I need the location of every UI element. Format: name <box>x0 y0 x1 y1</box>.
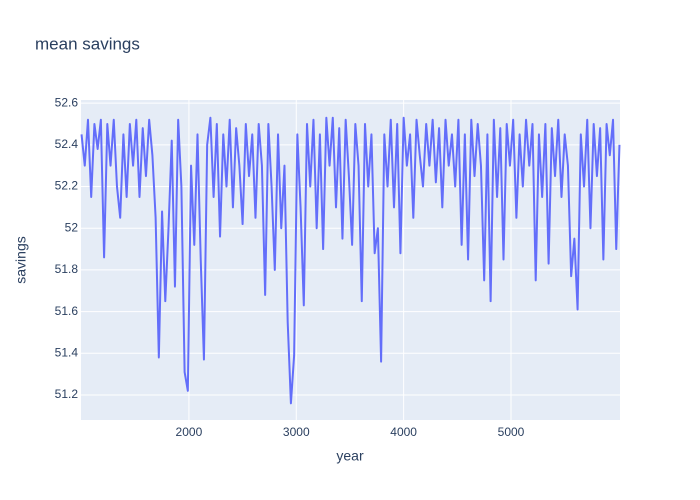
y-tick-label: 51.2 <box>55 387 79 401</box>
y-tick-label: 51.6 <box>55 304 79 318</box>
chart-title: mean savings <box>35 34 140 53</box>
x-tick-label: 2000 <box>176 425 203 439</box>
data-line <box>80 116 621 405</box>
y-tick-label: 52.2 <box>55 179 79 193</box>
y-axis-title: savings <box>13 236 29 283</box>
x-tick-label: 5000 <box>498 425 525 439</box>
x-axis-title: year <box>336 448 364 464</box>
x-tick-label: 4000 <box>390 425 417 439</box>
y-tick-label: 52.6 <box>55 95 79 109</box>
y-tick-label: 52 <box>65 220 79 234</box>
y-tick-label: 51.8 <box>55 262 79 276</box>
y-tick-label: 52.4 <box>55 137 79 151</box>
y-tick-label: 51.4 <box>55 345 79 359</box>
x-tick-label: 3000 <box>283 425 310 439</box>
